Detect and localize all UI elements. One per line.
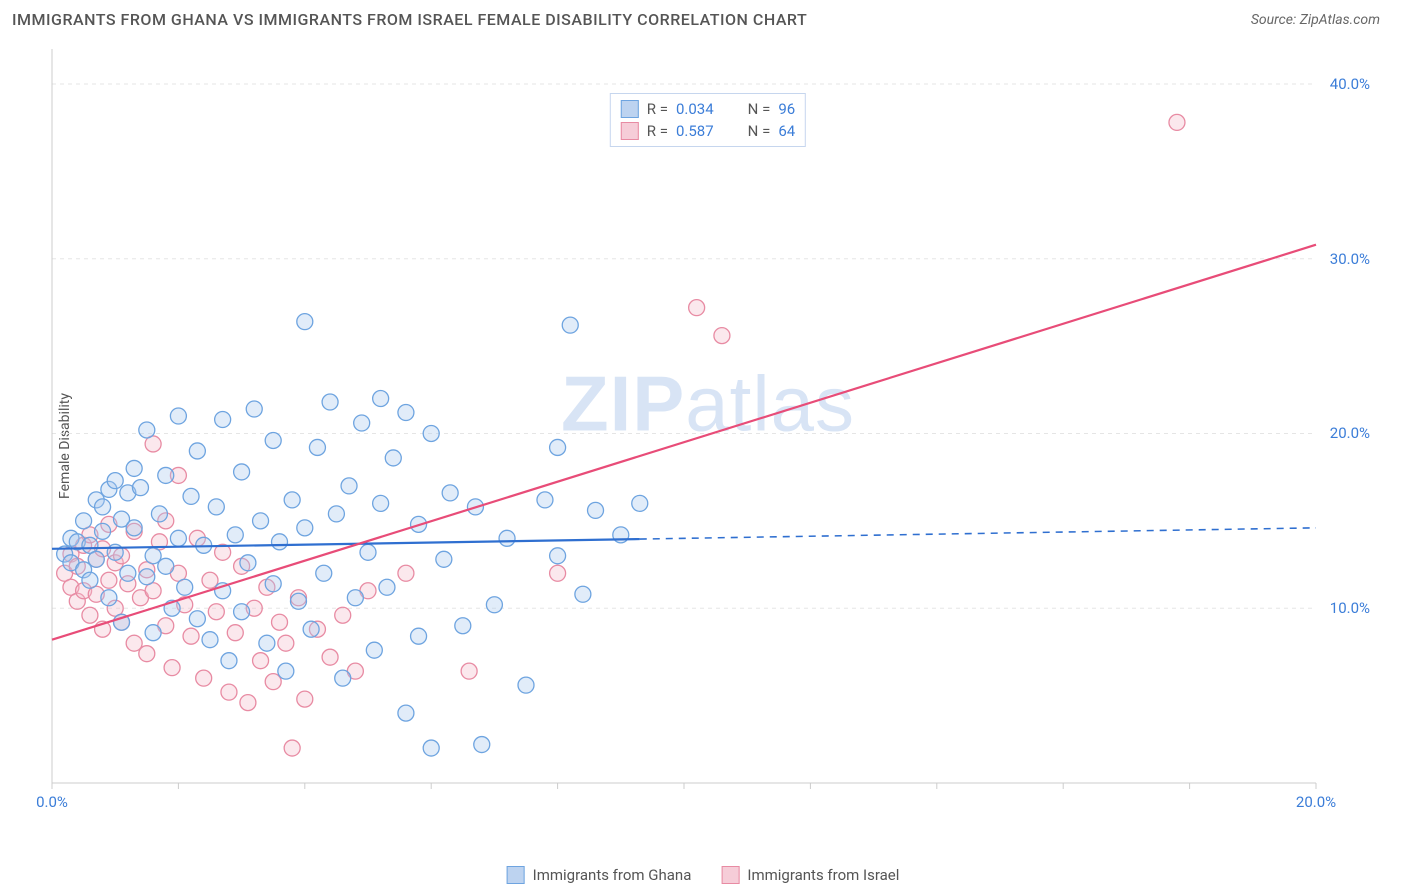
swatch-ghana-bottom: [507, 866, 525, 884]
swatch-israel-bottom: [721, 866, 739, 884]
stats-row-ghana: R = 0.034 N = 96: [621, 98, 795, 120]
y-tick-label: 20.0%: [1330, 424, 1370, 442]
x-tick-label: 20.0%: [1296, 793, 1336, 811]
y-tick-label: 40.0%: [1330, 75, 1370, 93]
swatch-israel: [621, 122, 639, 140]
x-tick-label: 0.0%: [36, 793, 68, 811]
bottom-legend: Immigrants from Ghana Immigrants from Is…: [507, 866, 900, 884]
legend-item-israel: Immigrants from Israel: [721, 866, 899, 884]
swatch-ghana: [621, 100, 639, 118]
stats-row-israel: R = 0.587 N = 64: [621, 120, 795, 142]
y-tick-label: 10.0%: [1330, 599, 1370, 617]
scatter-plot: [48, 45, 1368, 825]
source-attribution: Source: ZipAtlas.com: [1251, 12, 1380, 28]
y-tick-label: 30.0%: [1330, 250, 1370, 268]
chart-area: ZIPatlas R = 0.034 N = 96 R = 0.587 N = …: [48, 45, 1368, 825]
legend-item-ghana: Immigrants from Ghana: [507, 866, 692, 884]
stats-legend: R = 0.034 N = 96 R = 0.587 N = 64: [610, 93, 806, 147]
chart-title: IMMIGRANTS FROM GHANA VS IMMIGRANTS FROM…: [12, 10, 807, 29]
